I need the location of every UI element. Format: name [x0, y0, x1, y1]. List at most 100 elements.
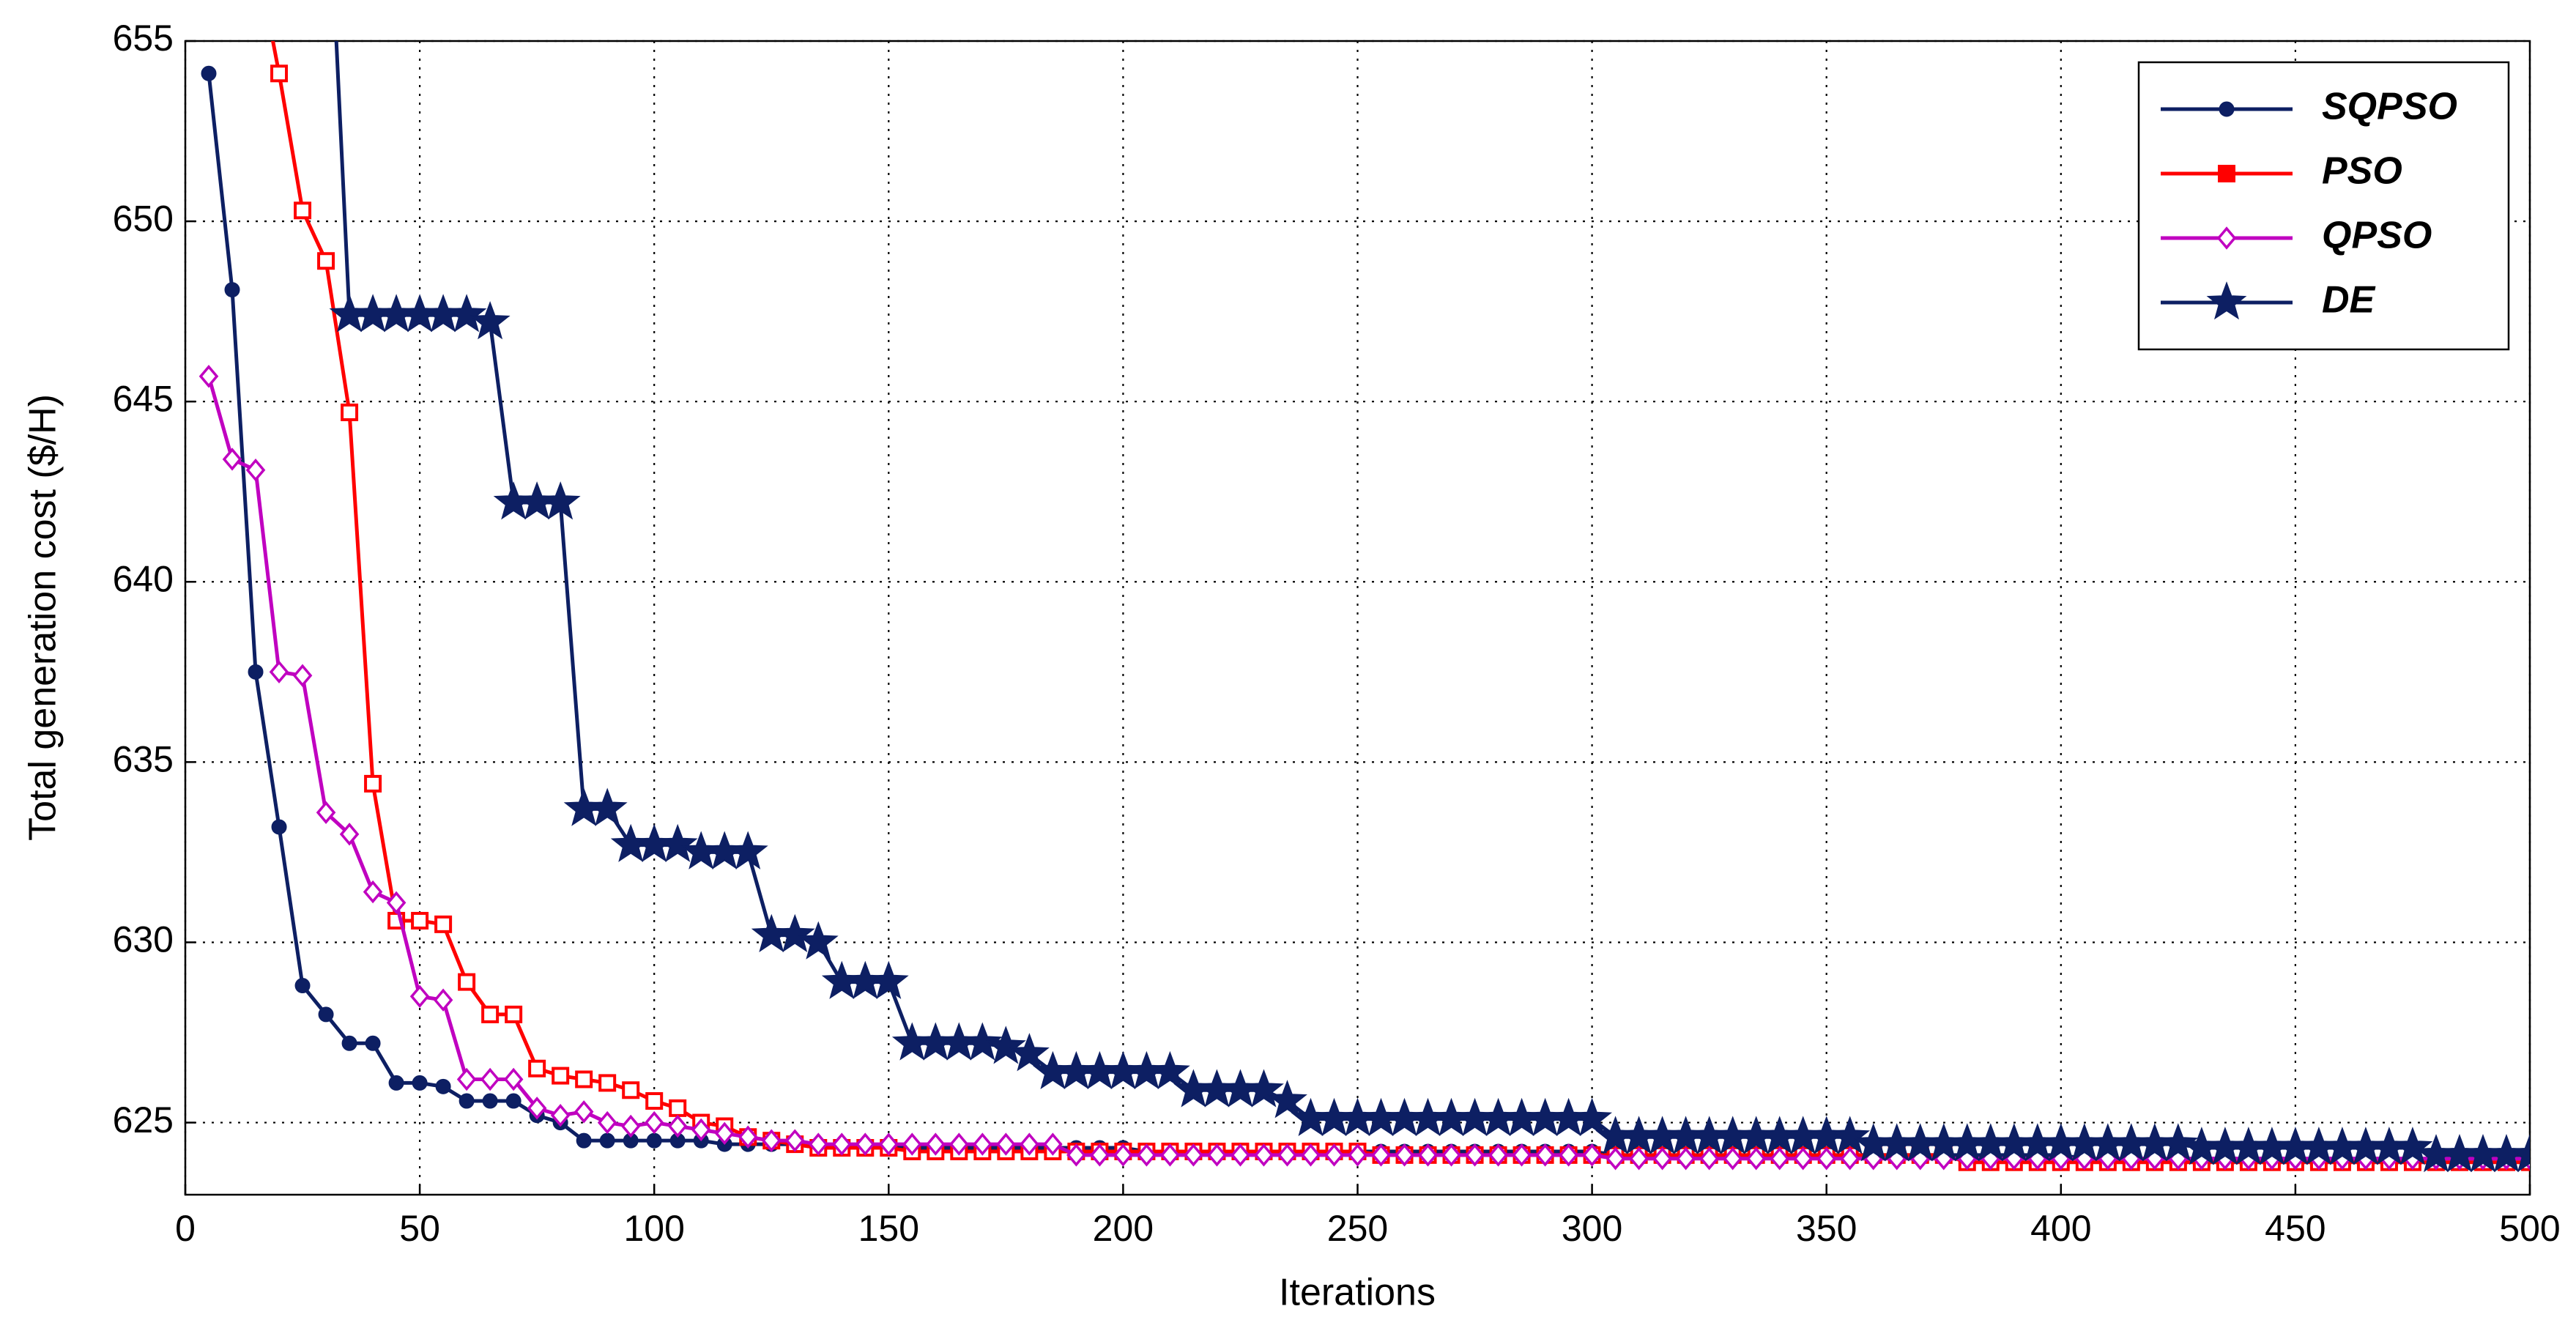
marker	[597, 1110, 617, 1135]
marker	[1840, 1147, 1860, 1171]
marker	[1746, 1147, 1766, 1171]
marker	[271, 819, 287, 835]
marker	[1395, 1143, 1414, 1167]
x-tick-label: 450	[2265, 1208, 2326, 1249]
marker	[224, 282, 240, 298]
marker	[201, 65, 217, 81]
marker	[456, 1067, 477, 1091]
y-tick-label: 635	[113, 739, 174, 780]
marker	[1324, 1143, 1344, 1167]
y-tick-label: 645	[113, 378, 174, 419]
marker	[435, 1078, 451, 1094]
marker	[1816, 1147, 1836, 1171]
x-tick-label: 200	[1093, 1208, 1154, 1249]
marker	[1066, 1143, 1086, 1167]
marker	[2158, 1123, 2199, 1162]
marker	[1113, 1143, 1133, 1167]
marker	[294, 201, 312, 220]
legend-label: QPSO	[2322, 215, 2432, 257]
marker	[550, 1104, 571, 1127]
marker	[985, 1025, 1026, 1064]
marker	[1606, 1147, 1625, 1171]
marker	[388, 1075, 404, 1091]
marker	[1676, 1147, 1696, 1171]
marker	[481, 1005, 500, 1023]
marker	[962, 1022, 1003, 1061]
marker	[365, 1035, 381, 1051]
marker	[576, 1132, 592, 1149]
marker	[459, 1093, 475, 1109]
marker	[1184, 1143, 1203, 1167]
marker	[1830, 1116, 1871, 1154]
marker	[996, 1132, 1016, 1156]
marker	[1277, 1143, 1297, 1167]
marker	[644, 1110, 664, 1135]
marker	[926, 1132, 946, 1156]
marker	[552, 1067, 570, 1085]
marker	[973, 1132, 992, 1156]
y-tick-label: 655	[113, 18, 174, 59]
marker	[503, 1067, 524, 1091]
marker	[222, 448, 242, 471]
marker	[292, 664, 313, 687]
marker	[1137, 1143, 1157, 1167]
marker	[1009, 1033, 1050, 1072]
marker	[1090, 1143, 1110, 1167]
y-tick-label: 640	[113, 558, 174, 599]
marker	[412, 1075, 428, 1091]
marker	[1043, 1132, 1063, 1156]
marker	[1149, 1050, 1190, 1090]
marker	[879, 1132, 899, 1156]
marker	[1652, 1147, 1672, 1171]
marker	[1699, 1147, 1719, 1171]
marker	[667, 1114, 688, 1138]
x-tick-label: 250	[1327, 1208, 1388, 1249]
marker	[620, 1114, 641, 1138]
x-axis-label: Iterations	[1279, 1272, 1436, 1314]
marker	[1559, 1143, 1578, 1167]
marker	[784, 1129, 805, 1152]
legend-label: DE	[2322, 279, 2376, 322]
marker	[587, 787, 628, 826]
marker	[294, 978, 311, 994]
marker	[714, 1121, 735, 1146]
marker	[1770, 1147, 1789, 1171]
marker	[341, 403, 359, 421]
marker	[433, 988, 453, 1012]
plot-area	[198, 41, 2530, 1173]
x-tick-label: 100	[623, 1208, 684, 1249]
x-tick-label: 150	[858, 1208, 919, 1249]
marker	[198, 365, 219, 388]
marker	[738, 1125, 758, 1149]
legend-label: PSO	[2322, 150, 2402, 193]
marker	[339, 823, 360, 846]
marker	[248, 664, 264, 680]
y-tick-label: 630	[113, 919, 174, 960]
marker	[1535, 1143, 1555, 1167]
marker	[774, 913, 815, 953]
legend-marker	[2219, 101, 2235, 117]
marker	[363, 880, 383, 904]
marker	[446, 294, 487, 333]
marker	[1348, 1143, 1367, 1167]
marker	[1723, 1147, 1742, 1171]
marker	[599, 1132, 615, 1149]
plot-frame	[184, 40, 2531, 1196]
marker	[528, 1059, 546, 1077]
legend-marker	[2216, 226, 2237, 250]
marker	[575, 1070, 593, 1088]
marker	[1231, 1143, 1250, 1167]
legend-marker	[2206, 281, 2247, 320]
marker	[245, 458, 266, 482]
marker	[902, 1132, 922, 1156]
marker	[316, 801, 336, 824]
marker	[411, 911, 429, 930]
marker	[1301, 1143, 1321, 1167]
marker	[364, 774, 382, 793]
marker	[1207, 1143, 1227, 1167]
marker	[409, 984, 430, 1009]
marker	[2392, 1127, 2433, 1165]
marker	[1243, 1069, 1284, 1108]
marker	[761, 1129, 782, 1152]
